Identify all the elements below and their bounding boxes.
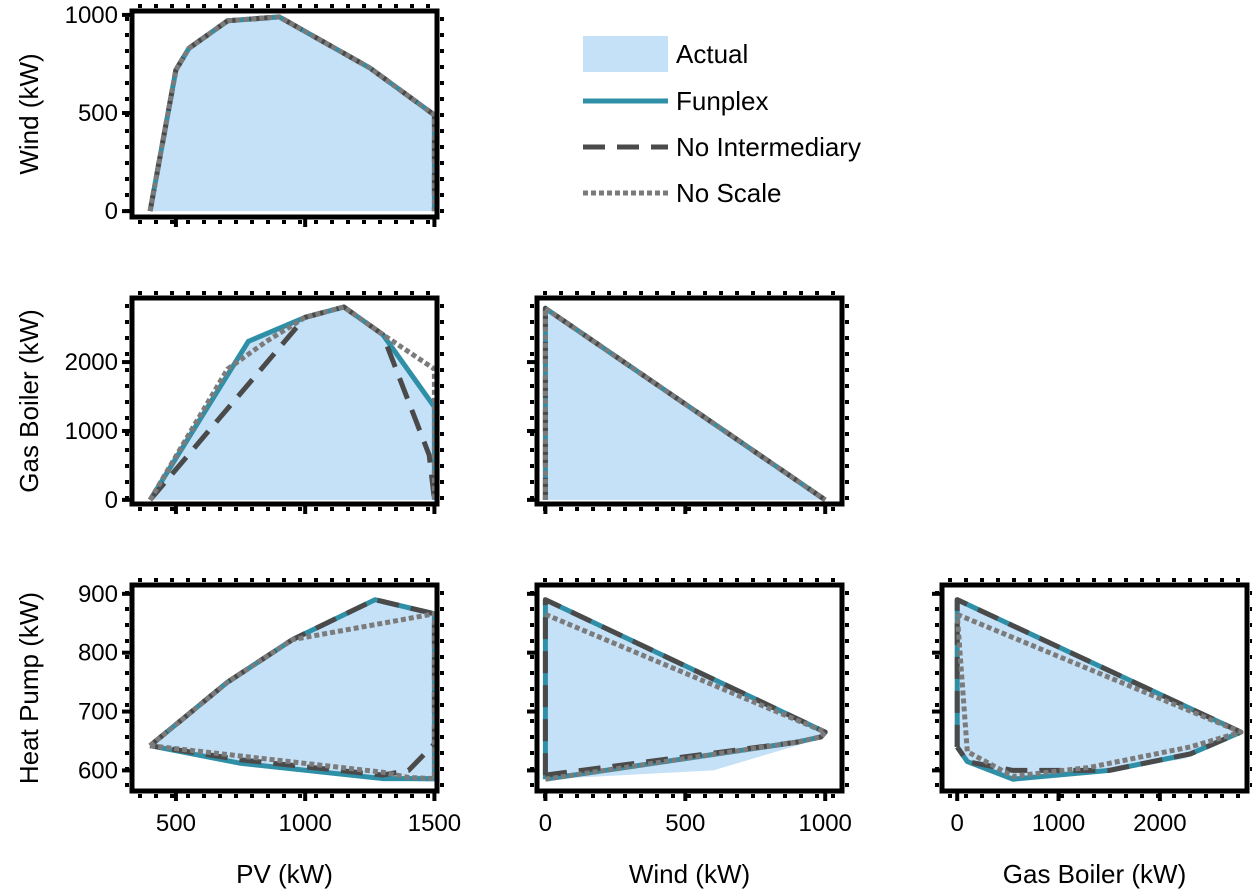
axes-frame-pv-hp xyxy=(129,582,440,794)
series-actual-gas-hp xyxy=(957,599,1241,780)
series-no-scale-wind-hp xyxy=(544,612,828,782)
series-no-scale-pv-wind xyxy=(147,14,437,212)
legend: Actual Funplex No Intermediary No Scale xyxy=(583,36,861,208)
y-tick-label-pv-hp-0: 600 xyxy=(78,757,118,784)
legend-label-actual: Actual xyxy=(676,39,748,69)
series-actual-pv-hp xyxy=(150,599,435,783)
axes-frame-wind-gas xyxy=(534,295,845,507)
series-no-scale-pv-hp xyxy=(148,611,437,782)
panel-wind-gas xyxy=(527,291,849,514)
y-tick-label-pv-gas-1: 1000 xyxy=(65,418,118,445)
axes-frame-gas-hp xyxy=(939,582,1250,794)
x-tick-label-pv-hp-1: 1000 xyxy=(278,810,331,837)
frame-minor-ticks-pv-hp xyxy=(125,578,444,798)
panel-gas-hp: 0 1000 2000 Gas Boiler (kW) xyxy=(932,578,1252,889)
series-no-scale-gas-hp xyxy=(954,612,1244,779)
x-tick-label-pv-hp-2: 1500 xyxy=(408,810,461,837)
axes-frame-wind-hp xyxy=(534,582,845,794)
frame-minor-ticks-pv-gas xyxy=(125,291,444,511)
y-tick-label-pv-hp-1: 700 xyxy=(78,699,118,726)
y-axis-label-pv-wind: Wind (kW) xyxy=(14,53,44,174)
x-axis-label-pv-hp: PV (kW) xyxy=(236,859,333,889)
y-tick-label-pv-wind-0: 0 xyxy=(105,198,118,225)
frame-minor-ticks-wind-hp xyxy=(530,578,849,798)
y-axis-label-pv-hp: Heat Pump (kW) xyxy=(14,592,44,784)
y-tick-label-pv-wind-1: 500 xyxy=(78,100,118,127)
panel-pv-hp: 500 1000 1500 600 700 800 900 PV (kW) Heat Pump … xyxy=(14,578,461,889)
x-tick-label-gas-hp-1: 1000 xyxy=(1032,810,1085,837)
series-no-scale-wind-gas xyxy=(542,305,827,502)
y-tick-label-pv-wind-2: 1000 xyxy=(65,2,118,29)
x-tick-label-pv-hp-0: 500 xyxy=(156,810,196,837)
panel-pv-gas: 0 1000 2000 Gas Boiler (kW) xyxy=(14,291,444,514)
series-no-scale-pv-gas xyxy=(147,304,437,502)
series-no-intermediary-gas-hp xyxy=(954,597,1244,773)
x-axis-label-wind-hp: Wind (kW) xyxy=(629,859,750,889)
frame-minor-ticks-wind-gas xyxy=(530,291,849,511)
y-tick-label-pv-hp-3: 900 xyxy=(78,581,118,608)
panel-wind-hp: 0 500 1000 Wind (kW) xyxy=(527,578,852,889)
series-actual-pv-gas xyxy=(150,307,435,500)
x-tick-label-wind-hp-2: 1000 xyxy=(799,810,852,837)
y-tick-label-pv-gas-0: 0 xyxy=(105,487,118,514)
x-tick-label-gas-hp-2: 2000 xyxy=(1133,810,1186,837)
frame-minor-ticks-pv-wind xyxy=(125,4,444,224)
legend-label-funplex: Funplex xyxy=(676,86,769,116)
x-tick-label-wind-hp-1: 500 xyxy=(665,810,705,837)
legend-swatch-actual xyxy=(583,36,668,72)
legend-label-no-scale: No Scale xyxy=(676,178,782,208)
frame-minor-ticks-gas-hp xyxy=(935,578,1252,798)
series-actual-wind-hp xyxy=(545,599,826,780)
x-tick-label-gas-hp-0: 0 xyxy=(951,810,964,837)
y-tick-label-pv-hp-2: 800 xyxy=(78,640,118,667)
y-tick-label-pv-gas-2: 2000 xyxy=(65,349,118,376)
axes-frame-pv-gas xyxy=(129,295,440,507)
panel-pv-wind: 0 500 1000 Wind (kW) xyxy=(14,2,444,227)
y-axis-label-pv-gas: Gas Boiler (kW) xyxy=(14,309,44,492)
x-tick-label-wind-hp-0: 0 xyxy=(539,810,552,837)
legend-label-no-intermediary: No Intermediary xyxy=(676,132,861,162)
series-no-intermediary-pv-gas xyxy=(148,304,437,502)
x-axis-label-gas-hp: Gas Boiler (kW) xyxy=(1003,859,1186,889)
